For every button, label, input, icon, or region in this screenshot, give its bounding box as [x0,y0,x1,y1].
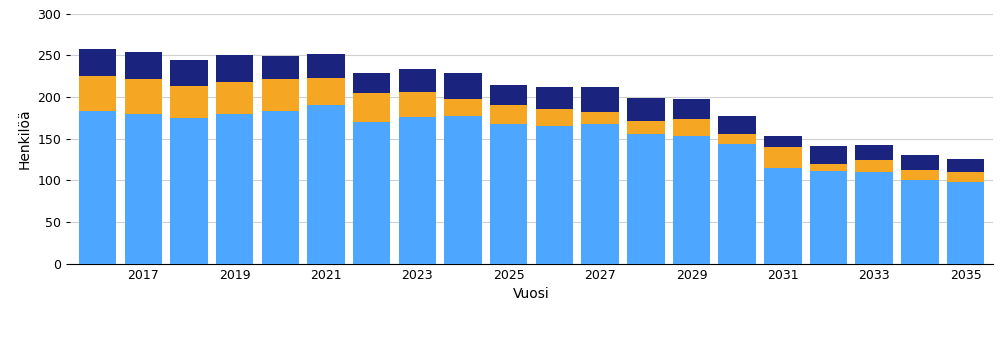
Bar [170,86,207,118]
Bar [215,82,254,114]
Bar [946,159,983,172]
Bar [764,147,801,168]
Y-axis label: Henkilöä: Henkilöä [18,108,32,169]
Bar [855,160,892,172]
Bar [717,116,756,135]
Bar [764,168,801,264]
Bar [581,87,618,112]
Bar [444,116,481,264]
Bar [717,135,756,144]
Bar [262,56,299,79]
Bar [490,85,527,105]
Bar [307,105,345,264]
Bar [353,122,390,264]
Bar [855,145,892,160]
Bar [353,93,390,122]
Bar [900,180,938,264]
Bar [170,118,207,264]
Bar [535,126,572,264]
Bar [809,146,847,164]
Bar [764,136,801,147]
Bar [672,119,709,136]
Bar [124,52,162,78]
Bar [215,55,254,82]
Bar [855,172,892,264]
Bar [626,121,664,135]
Bar [398,92,436,117]
Bar [307,78,345,105]
Bar [124,114,162,264]
Bar [809,171,847,264]
Bar [717,144,756,264]
Bar [124,78,162,114]
Bar [581,112,618,124]
Bar [809,164,847,171]
Bar [946,172,983,182]
Bar [900,155,938,170]
Bar [170,60,207,86]
Bar [490,105,527,124]
Bar [444,99,481,116]
Bar [626,98,664,121]
Bar [672,136,709,264]
X-axis label: Vuosi: Vuosi [513,287,549,301]
Bar [262,79,299,111]
Bar [946,182,983,264]
Bar [626,135,664,264]
Bar [581,124,618,264]
Bar [535,110,572,126]
Bar [307,53,345,78]
Bar [262,111,299,264]
Bar [79,49,116,76]
Bar [398,69,436,92]
Bar [353,73,390,93]
Bar [900,170,938,180]
Bar [215,114,254,264]
Bar [79,76,116,111]
Bar [672,99,709,119]
Bar [490,124,527,264]
Bar [535,87,572,110]
Bar [444,73,481,99]
Bar [79,111,116,264]
Bar [398,117,436,264]
